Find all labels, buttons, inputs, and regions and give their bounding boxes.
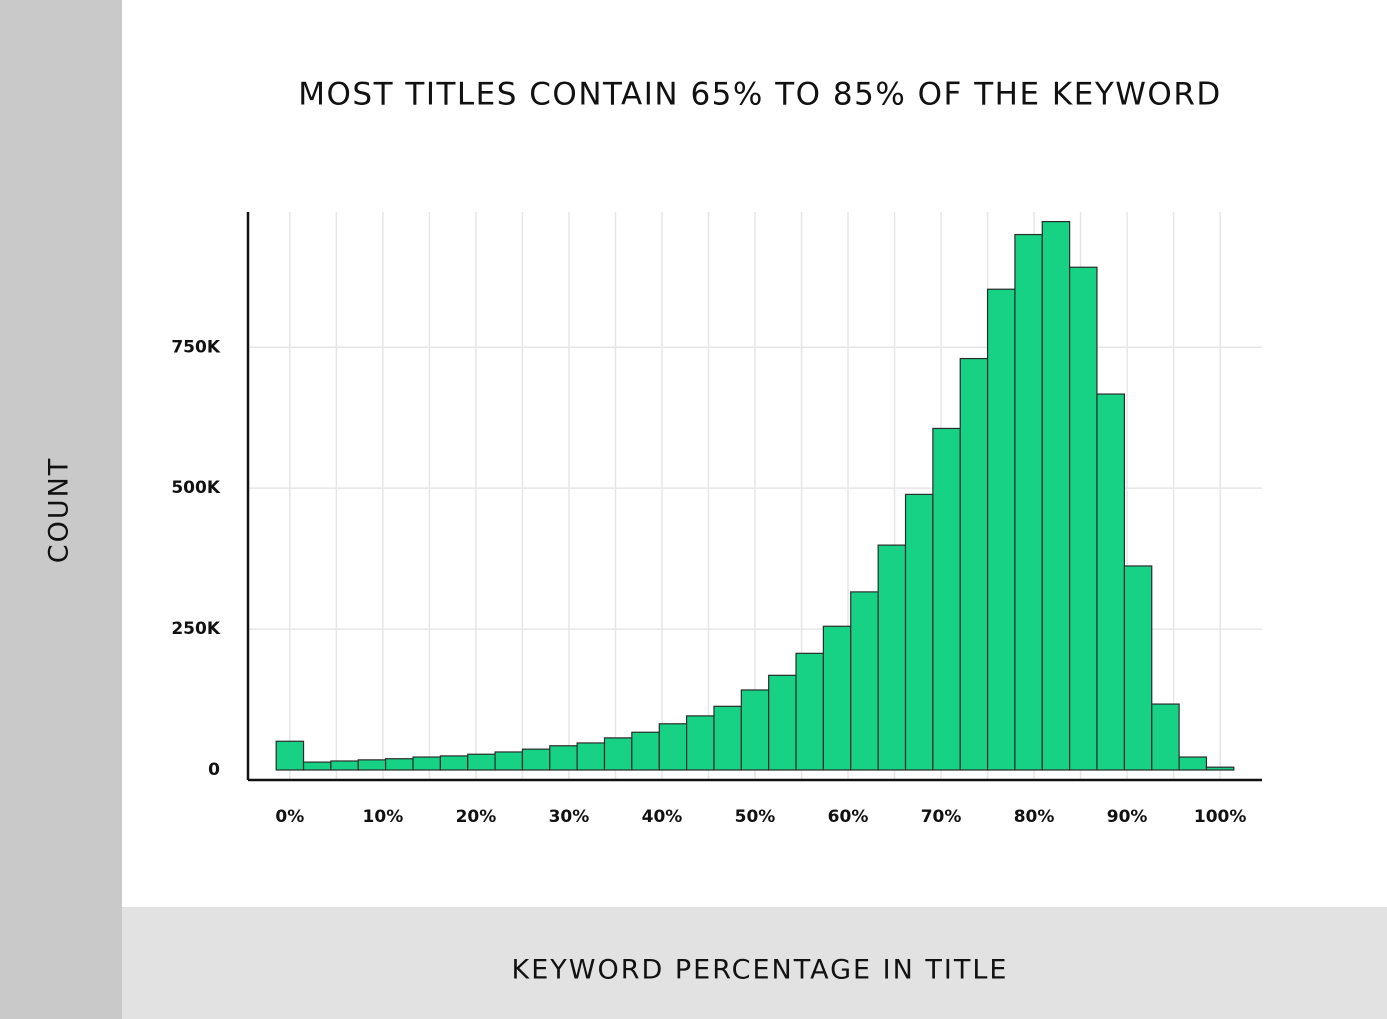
bar — [795, 652, 824, 771]
bar — [467, 753, 496, 771]
y-tick-label: 250K — [171, 619, 220, 639]
bar — [412, 756, 441, 771]
bar — [904, 493, 934, 771]
chart-title: MOST TITLES CONTAIN 65% TO 85% OF THE KE… — [298, 77, 1221, 113]
x-tick-label: 20% — [456, 807, 497, 827]
bar — [1123, 565, 1153, 771]
x-tick-label: 80% — [1014, 807, 1055, 827]
y-tick-label: 500K — [171, 478, 220, 498]
bar — [384, 758, 414, 771]
x-tick-label: 30% — [549, 807, 590, 827]
bar — [521, 748, 551, 771]
x-tick-label: 0% — [275, 807, 304, 827]
bar — [1041, 220, 1071, 771]
x-tick-label: 90% — [1107, 807, 1148, 827]
y-tick-label: 750K — [171, 337, 220, 357]
x-tick-label: 100% — [1194, 807, 1247, 827]
bar — [439, 755, 469, 771]
bar — [740, 689, 770, 771]
bar — [768, 674, 797, 771]
bar — [302, 761, 332, 771]
bar — [959, 357, 989, 771]
bar — [686, 715, 715, 771]
x-tick-label: 40% — [642, 807, 683, 827]
x-tick-label: 50% — [735, 807, 776, 827]
bar — [713, 705, 742, 771]
bar — [603, 737, 633, 771]
bar — [576, 742, 606, 771]
bar — [986, 288, 1016, 771]
x-axis-label: KEYWORD PERCENTAGE IN TITLE — [512, 955, 1009, 986]
bar — [549, 745, 578, 771]
bar — [877, 544, 907, 771]
bar — [658, 723, 688, 771]
bar — [1178, 756, 1208, 771]
x-tick-label: 10% — [363, 807, 404, 827]
bar — [932, 427, 961, 771]
y-label-band — [0, 0, 122, 1019]
bar — [1069, 266, 1098, 771]
bar — [275, 740, 305, 771]
bar — [357, 759, 387, 771]
x-label-band — [122, 907, 1387, 1019]
bar — [1205, 766, 1235, 771]
x-tick-label: 60% — [828, 807, 869, 827]
bar — [330, 760, 359, 771]
bar — [631, 731, 660, 771]
bar — [850, 591, 879, 771]
bar — [822, 625, 852, 771]
bar — [1014, 233, 1043, 771]
bar — [1096, 393, 1126, 771]
x-tick-label: 70% — [921, 807, 962, 827]
bar — [494, 751, 524, 771]
bar — [1151, 703, 1180, 771]
y-tick-label: 0 — [208, 760, 220, 780]
y-axis-label: COUNT — [44, 457, 75, 564]
